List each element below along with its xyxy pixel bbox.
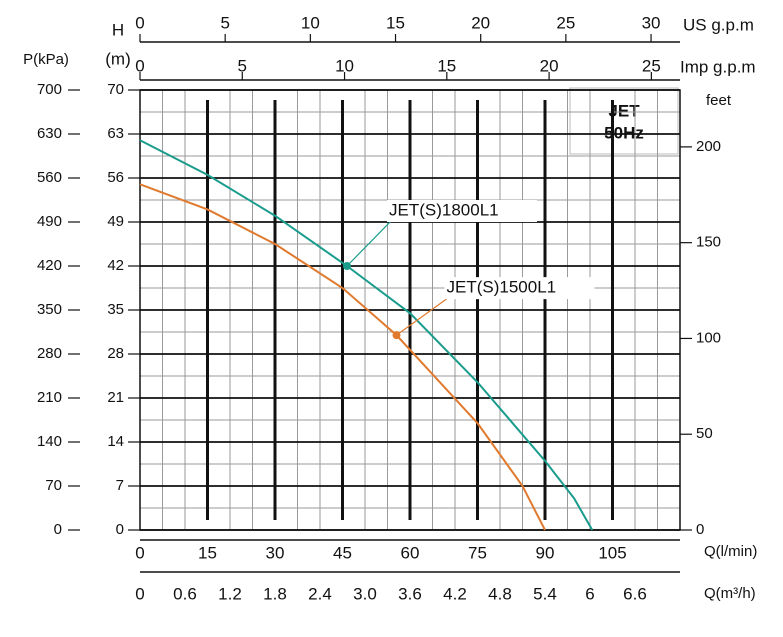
tick-label: 2.4 — [308, 584, 332, 603]
tick-label: 140 — [37, 433, 62, 450]
curve — [139, 139, 594, 531]
label-box — [569, 87, 679, 155]
point-marker — [392, 331, 401, 340]
y-axis-unit: (m) — [105, 49, 130, 68]
leader-line — [346, 218, 394, 267]
tick-label: 45 — [333, 543, 352, 562]
tick-label: 200 — [696, 138, 721, 155]
tick-label: 0 — [135, 56, 144, 75]
tick-label: 490 — [37, 213, 62, 230]
tick-label: 0 — [135, 584, 144, 603]
tick-label: 3.0 — [353, 584, 377, 603]
label-background — [387, 200, 537, 222]
tick-label: 30 — [642, 13, 661, 32]
tick-label: 105 — [598, 543, 626, 562]
tick-label: 60 — [401, 543, 420, 562]
tick-label: 350 — [37, 301, 62, 318]
tick-label: 5 — [238, 56, 247, 75]
pressure-axis-label: P(kPa) — [23, 51, 69, 68]
x-axis-label: Q(l/min) — [704, 543, 757, 560]
tick-label: 560 — [37, 169, 62, 186]
tick-label: 21 — [107, 389, 124, 406]
leader-line — [396, 295, 451, 336]
tick-label: 4.8 — [488, 584, 512, 603]
tick-label: 280 — [37, 345, 62, 362]
tick-label: 25 — [556, 13, 575, 32]
box-subtitle: 50Hz — [604, 123, 644, 142]
tick-label: 0 — [135, 13, 144, 32]
tick-label: 35 — [107, 301, 124, 318]
m3h-axis-label: Q(m³/h) — [704, 585, 756, 602]
tick-label: 10 — [335, 56, 354, 75]
tick-label: 6 — [585, 584, 594, 603]
curve — [139, 183, 546, 531]
tick-label: 28 — [107, 345, 124, 362]
tick-label: 6.6 — [623, 584, 647, 603]
point-marker — [343, 262, 351, 270]
tick-label: 20 — [540, 56, 559, 75]
us-gpm-axis-label: US g.p.m — [683, 15, 754, 34]
tick-label: 210 — [37, 389, 62, 406]
tick-label: 0 — [135, 543, 144, 562]
tick-label: 75 — [468, 543, 487, 562]
tick-label: 15 — [198, 543, 217, 562]
tick-label: 7 — [116, 477, 124, 494]
y-axis-label: H — [112, 20, 124, 39]
tick-label: 100 — [696, 329, 721, 346]
tick-label: 49 — [107, 213, 124, 230]
tick-label: 1.8 — [263, 584, 287, 603]
tick-label: 15 — [386, 13, 405, 32]
tick-label: 630 — [37, 125, 62, 142]
box-title: JET — [608, 101, 640, 120]
tick-label: 5.4 — [533, 584, 557, 603]
series-label: JET(S)1500L1 — [447, 278, 557, 297]
series-label: JET(S)1800L1 — [389, 200, 499, 219]
tick-label: 63 — [107, 125, 124, 142]
tick-label: 420 — [37, 257, 62, 274]
label-background — [444, 277, 595, 300]
tick-label: 3.6 — [398, 584, 422, 603]
imp-gpm-axis-label: Imp g.p.m — [680, 57, 756, 76]
tick-label: 0 — [696, 521, 704, 538]
tick-label: 20 — [471, 13, 490, 32]
tick-label: 14 — [107, 433, 124, 450]
tick-label: 5 — [220, 13, 229, 32]
tick-label: 4.2 — [443, 584, 467, 603]
tick-label: 0 — [116, 521, 124, 538]
tick-label: 50 — [696, 425, 713, 442]
tick-label: 25 — [642, 56, 661, 75]
tick-label: 15 — [437, 56, 456, 75]
tick-label: 0 — [54, 521, 62, 538]
tick-label: 70 — [45, 477, 62, 494]
tick-label: 150 — [696, 234, 721, 251]
feet-axis-label: feet — [706, 92, 732, 109]
tick-label: 1.2 — [218, 584, 242, 603]
tick-label: 0.6 — [173, 584, 197, 603]
tick-label: 70 — [107, 81, 124, 98]
tick-label: 700 — [37, 81, 62, 98]
tick-label: 56 — [107, 169, 124, 186]
tick-label: 10 — [301, 13, 320, 32]
tick-label: 30 — [266, 543, 285, 562]
tick-label: 42 — [107, 257, 124, 274]
tick-label: 90 — [536, 543, 555, 562]
